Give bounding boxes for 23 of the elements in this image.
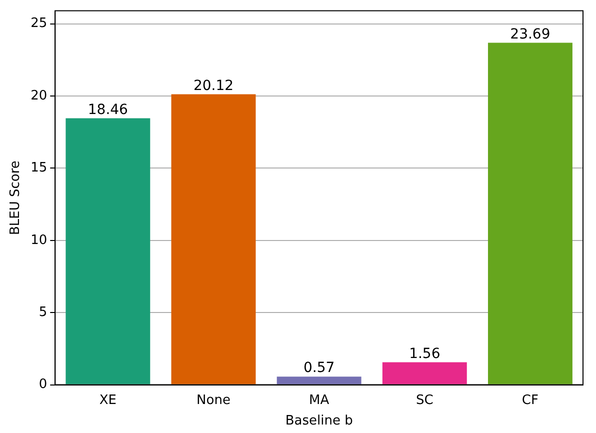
bar (171, 94, 256, 384)
y-tick-label: 0 (38, 377, 48, 392)
data-label: 18.46 (88, 102, 128, 118)
bar (276, 376, 362, 384)
x-tick-label: XE (99, 392, 116, 408)
y-tick-label: 5 (38, 304, 48, 320)
data-label: 20.12 (193, 78, 234, 94)
x-tick-label: CF (522, 392, 538, 408)
y-tick-label: 10 (30, 232, 48, 248)
y-tick-label: 20 (30, 88, 48, 104)
y-tick-label: 15 (30, 160, 48, 176)
y-axis-title: BLEU Score (8, 160, 24, 236)
bar (488, 42, 572, 384)
bar (66, 118, 150, 384)
x-axis-title: Baseline b (285, 414, 353, 429)
data-label: 0.57 (303, 360, 335, 376)
data-label: 1.56 (409, 346, 440, 362)
x-tick-label: SC (416, 392, 434, 408)
x-tick-label: MA (309, 392, 330, 408)
x-tick-label: None (196, 392, 230, 408)
bar (382, 362, 467, 384)
y-tick-label: 25 (30, 16, 48, 32)
data-label: 23.69 (510, 26, 550, 42)
